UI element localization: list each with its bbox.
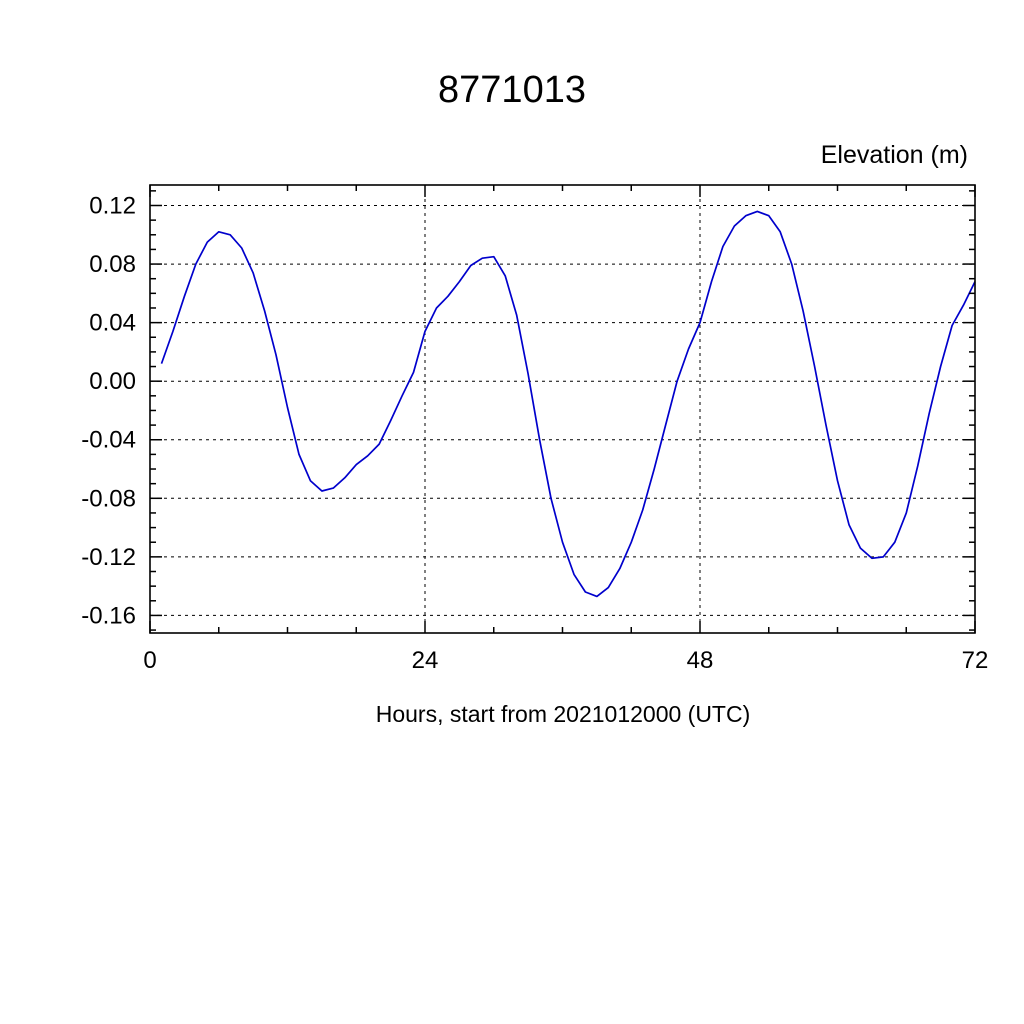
y-tick-label: -0.16: [81, 602, 136, 629]
x-axis-label: Hours, start from 2021012000 (UTC): [376, 701, 751, 727]
y-tick-label: 0.00: [89, 368, 136, 395]
y-tick-label: 0.08: [89, 251, 136, 278]
y-tick-label: 0.12: [89, 193, 136, 220]
chart-title: 8771013: [438, 69, 586, 111]
plot-area: 0.12 0.08 0.04 0.00 -0.04 -0.08 -0.12 -0.16 0 24 4…: [81, 184, 989, 674]
x-tick-label: 72: [962, 647, 989, 674]
y-axis-title: Elevation (m): [821, 141, 968, 169]
plot-border: [149, 184, 976, 634]
y-tick-label: -0.08: [81, 485, 136, 512]
x-tick-label: 48: [687, 647, 714, 674]
x-tick-label: 0: [143, 647, 156, 674]
x-tick-label: 24: [412, 647, 439, 674]
elevation-line: [160, 210, 976, 598]
y-tick-label: 0.04: [89, 310, 136, 337]
y-tick-label: -0.12: [81, 544, 136, 571]
y-tick-label: -0.04: [81, 427, 136, 454]
